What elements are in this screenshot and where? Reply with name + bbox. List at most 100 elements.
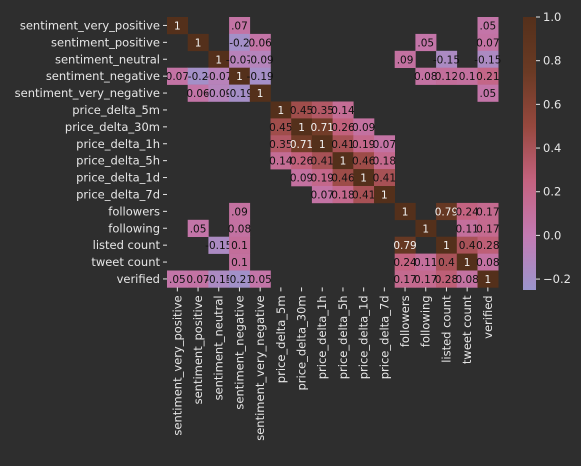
heatmap-cell-rect bbox=[353, 186, 375, 204]
heatmap-cell-rect bbox=[332, 169, 354, 187]
heatmap-cell-rect bbox=[353, 169, 375, 187]
heatmap-cell-rect bbox=[208, 84, 230, 102]
heatmap-cell: 0.07 bbox=[311, 186, 334, 204]
y-tick-label: sentiment_neutral bbox=[55, 52, 160, 66]
x-tick-label: price_delta_5m bbox=[274, 295, 288, 383]
heatmap-cell-rect bbox=[291, 118, 313, 136]
heatmap-cell-label: 1 bbox=[319, 139, 326, 151]
heatmap-cell-label: 0.24 bbox=[393, 257, 417, 269]
heatmap-cell-label: 0.18 bbox=[373, 156, 396, 168]
heatmap-cell-label: -0.19 bbox=[247, 71, 274, 83]
heatmap-cell-label: 1 bbox=[278, 105, 285, 117]
x-tick-label: followers bbox=[398, 295, 412, 347]
heatmap-cell-label: 0.35 bbox=[269, 139, 292, 151]
heatmap-cell: 0.79 bbox=[435, 202, 458, 221]
heatmap-cell-label: 1 bbox=[298, 122, 305, 134]
heatmap-cell: 1 bbox=[415, 219, 437, 237]
heatmap-cell-rect bbox=[187, 67, 209, 85]
colorbar-tick-label: 0.2 bbox=[543, 185, 561, 199]
heatmap-cell-label: 0.1 bbox=[231, 240, 248, 252]
heatmap-cell: 0.11 bbox=[414, 253, 437, 271]
heatmap-cell: 0.45 bbox=[269, 118, 293, 136]
heatmap-cell: 1 bbox=[436, 236, 458, 254]
heatmap-cell-rect bbox=[353, 152, 375, 170]
colorbar-tick-label: 0.4 bbox=[543, 141, 561, 155]
heatmap-cell-label: 1 bbox=[422, 223, 429, 235]
heatmap-cell: 0.41 bbox=[311, 152, 334, 170]
heatmap-cell: 0.08 bbox=[414, 67, 437, 85]
heatmap-cell-label: 0.24 bbox=[455, 206, 479, 218]
heatmap-cell: -0.09 bbox=[205, 84, 232, 102]
heatmap-cell: 0.08 bbox=[476, 253, 500, 271]
heatmap-cell: 0.1 bbox=[229, 236, 251, 254]
heatmap-cell-rect bbox=[249, 67, 271, 85]
heatmap-cell-rect bbox=[436, 236, 458, 254]
heatmap-cell-rect bbox=[311, 118, 333, 136]
x-tick-label: price_delta_5h bbox=[336, 295, 350, 379]
heatmap-cell-label: 1 bbox=[360, 173, 367, 185]
x-tick-label: listed count bbox=[439, 295, 453, 363]
heatmap-cell-rect bbox=[229, 236, 251, 254]
heatmap-cell-label: 0.26 bbox=[290, 156, 314, 168]
heatmap-cell-rect bbox=[229, 270, 251, 288]
heatmap-cell-rect bbox=[270, 101, 292, 119]
heatmap-cell-label: 0.08 bbox=[455, 274, 478, 286]
heatmap-cell-label: 0.28 bbox=[435, 274, 458, 286]
heatmap-cell: 0.07 bbox=[166, 67, 189, 85]
heatmap-cell: 0.24 bbox=[455, 202, 479, 221]
x-tick-label: tweet count bbox=[460, 295, 474, 364]
heatmap-cell: 0.46 bbox=[352, 152, 376, 170]
heatmap-cell-rect bbox=[374, 135, 395, 153]
heatmap-cell: 0.17 bbox=[393, 270, 417, 288]
x-tick-label: price_delta_1h bbox=[315, 295, 329, 379]
heatmap-cell-rect bbox=[229, 219, 251, 237]
heatmap-cell-label: 0.4 bbox=[459, 240, 476, 252]
heatmap-cell: -0.07 bbox=[205, 67, 232, 85]
heatmap-cell-rect bbox=[415, 253, 437, 271]
heatmap-cell: 0.1 bbox=[229, 253, 251, 271]
heatmap-cell-label: 0.41 bbox=[352, 189, 375, 201]
heatmap-cell-rect bbox=[187, 270, 209, 288]
y-tick-label: listed count bbox=[93, 238, 161, 252]
heatmap-cell: -0.15 bbox=[205, 236, 232, 254]
heatmap-cell-rect bbox=[477, 50, 499, 68]
heatmap-cell-rect bbox=[311, 101, 333, 119]
heatmap-cell-label: 0.4 bbox=[438, 257, 455, 269]
heatmap-cell-label: .07 bbox=[231, 20, 248, 32]
heatmap-cell: -0.19 bbox=[247, 67, 274, 85]
heatmap-cell-rect bbox=[229, 67, 251, 85]
heatmap-cell-label: 0.1 bbox=[231, 257, 248, 269]
heatmap-cell-rect bbox=[394, 50, 416, 68]
y-tick-label: price_delta_1h bbox=[76, 137, 160, 151]
colorbar-tick-label: 1.0 bbox=[543, 10, 561, 24]
heatmap-cell-label: .05 bbox=[479, 20, 496, 32]
heatmap-cell-label: 0.19 bbox=[352, 139, 375, 151]
heatmap-cell-rect bbox=[374, 152, 395, 170]
heatmap-cell-label: .05 bbox=[169, 274, 186, 286]
heatmap-cell-label: .05 bbox=[479, 88, 496, 100]
heatmap-cell: 1 bbox=[208, 50, 230, 68]
heatmap-cell-rect bbox=[332, 135, 354, 153]
heatmap-cell-rect bbox=[353, 135, 375, 153]
heatmap-cell-label: 0.07 bbox=[311, 189, 334, 201]
heatmap-cell-rect bbox=[229, 84, 251, 102]
heatmap-cell: -0.09 bbox=[247, 50, 274, 68]
heatmap-cell: .09 bbox=[394, 50, 416, 68]
heatmap-cell: -0.2 bbox=[187, 67, 209, 85]
heatmap-cell-label: -0.21 bbox=[226, 274, 253, 286]
x-tick-label: verified bbox=[481, 295, 495, 338]
x-tick-label: following bbox=[419, 295, 433, 347]
heatmap-cell: 1 bbox=[394, 202, 416, 221]
y-tick-label: following bbox=[108, 221, 160, 235]
heatmap-cell-rect bbox=[456, 270, 478, 288]
heatmap-cell-rect bbox=[477, 253, 499, 271]
heatmap-cell-rect bbox=[311, 186, 333, 204]
heatmap-cell-label: 1 bbox=[381, 189, 388, 201]
heatmap-cell-rect bbox=[477, 84, 499, 102]
heatmap-cell: 0.41 bbox=[331, 135, 355, 153]
heatmap-cell-label: 0.46 bbox=[331, 173, 355, 185]
heatmap-cell: 0.46 bbox=[331, 169, 355, 187]
heatmap-cell-label: 0.45 bbox=[290, 105, 313, 117]
heatmap-cell: 0.07 bbox=[373, 135, 396, 153]
x-tick-label: sentiment_very_negative bbox=[253, 295, 267, 440]
